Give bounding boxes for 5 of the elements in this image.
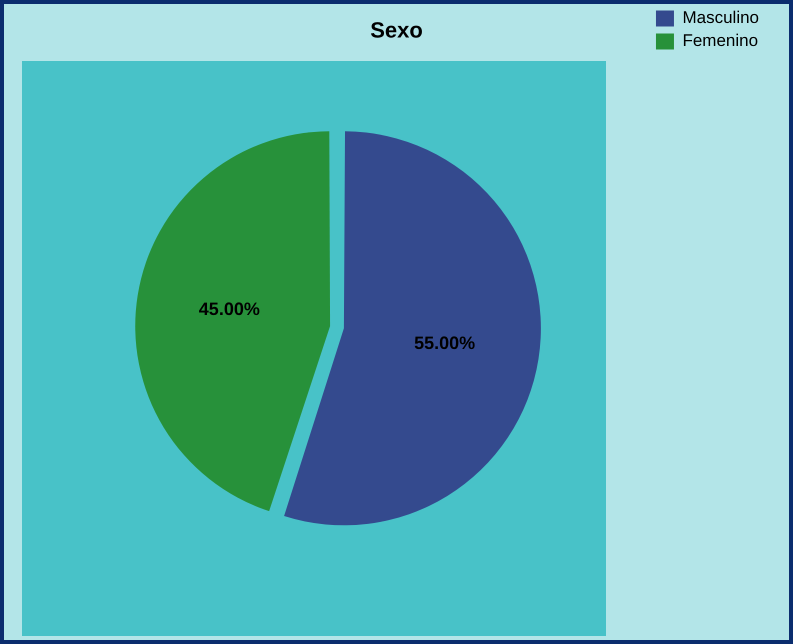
chart-title: Sexo xyxy=(370,17,423,42)
data-label: 55.00% xyxy=(414,333,476,354)
legend-label: Femenino xyxy=(682,31,758,50)
legend-label: Masculino xyxy=(682,8,760,28)
data-label: 45.00% xyxy=(198,299,260,320)
